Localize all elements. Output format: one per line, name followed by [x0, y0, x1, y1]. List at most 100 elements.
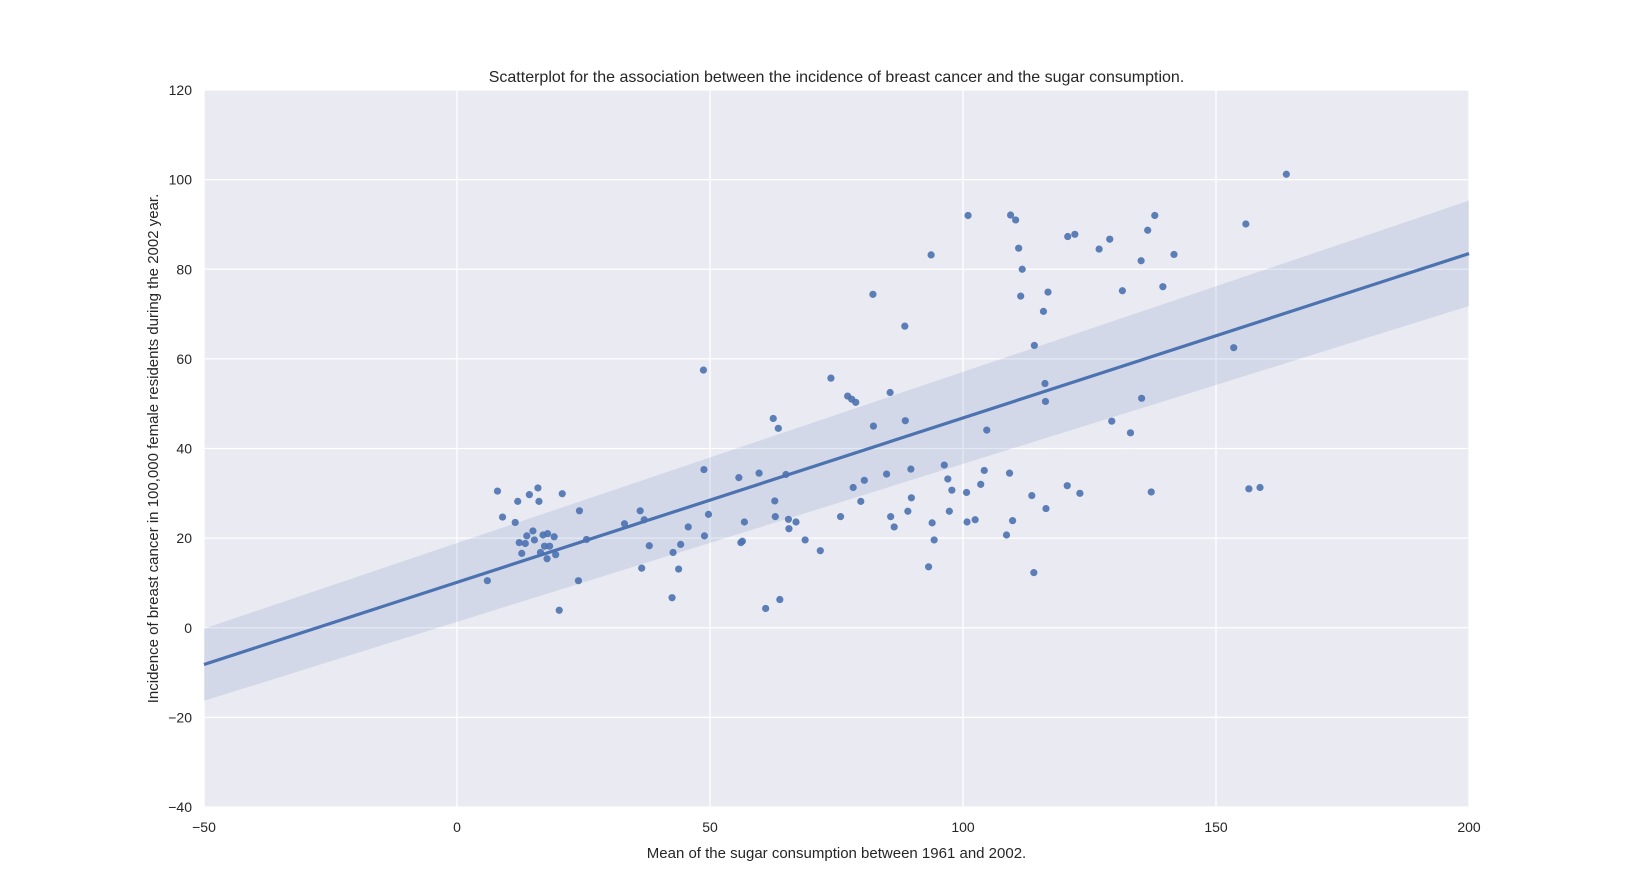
scatter-point — [735, 474, 743, 482]
y-tick-label: −40 — [168, 799, 192, 815]
scatter-point — [529, 527, 537, 535]
x-tick-label: 150 — [1204, 819, 1228, 835]
scatter-point — [762, 604, 770, 613]
scatter-point — [776, 595, 784, 604]
scatter-point — [677, 540, 685, 548]
scatter-point — [827, 374, 835, 382]
scatter-point — [640, 516, 648, 524]
scatter-point — [890, 523, 898, 531]
scatter-point — [887, 513, 895, 521]
scatter-point — [924, 563, 933, 571]
scatter-point — [1076, 489, 1084, 497]
scatter-point — [534, 484, 542, 492]
scatter-point — [555, 606, 563, 614]
scatter-point — [907, 465, 915, 473]
scatter-point — [755, 469, 763, 477]
scatter-point — [980, 466, 988, 475]
scatter-point — [1042, 504, 1050, 513]
scatter-point — [525, 491, 533, 499]
scatter-point — [493, 487, 502, 495]
scatter-point — [901, 417, 909, 425]
scatter-point — [545, 542, 554, 550]
scatter-point — [536, 548, 545, 557]
y-tick-label: 60 — [176, 351, 192, 367]
scatter-point — [1006, 211, 1015, 219]
scatter-point — [904, 507, 912, 515]
scatter-point — [771, 513, 779, 521]
scatter-point — [699, 366, 708, 374]
scatter-point — [1005, 469, 1014, 477]
scatter-point — [1041, 397, 1050, 406]
scatter-point — [638, 564, 646, 572]
scatter-point — [521, 539, 529, 548]
scatter-point — [668, 594, 676, 602]
scatter-point — [882, 470, 891, 478]
scatter-point — [1030, 341, 1038, 350]
scatter-point — [552, 551, 560, 559]
x-tick-label: −50 — [192, 819, 216, 835]
scatter-point — [1230, 344, 1238, 352]
scatter-point — [792, 518, 800, 526]
scatter-point — [1282, 170, 1290, 178]
scatter-point — [945, 507, 953, 515]
y-tick-label: 0 — [184, 620, 192, 636]
scatter-point — [1242, 220, 1250, 228]
scatter-point — [582, 535, 591, 544]
scatter-point — [511, 518, 519, 527]
scatter-point — [1030, 569, 1038, 577]
scatter-point — [963, 518, 971, 526]
scatter-point — [543, 530, 552, 538]
scatter-point — [816, 547, 824, 555]
scatter-point — [1015, 244, 1023, 252]
x-tick-label: 200 — [1457, 819, 1481, 835]
data-points — [483, 170, 1290, 614]
scatter-point — [1144, 226, 1152, 234]
y-axis-ticks: −40 −20 0 20 40 60 80 100 120 — [168, 82, 192, 815]
scatter-point — [1063, 482, 1071, 490]
scatter-point — [535, 497, 543, 505]
scatter-point — [700, 465, 708, 474]
scatter-point — [1147, 488, 1155, 496]
scatter-point — [620, 520, 629, 528]
scatter-point — [1018, 265, 1026, 273]
scatter-point — [740, 518, 749, 526]
scatter-point — [515, 539, 523, 547]
scatter-point — [940, 461, 948, 469]
scatter-point — [1041, 379, 1049, 388]
scatter-point — [930, 536, 938, 544]
scatter-point — [771, 497, 779, 505]
scatter-point — [704, 510, 713, 518]
scatter-point — [782, 470, 790, 479]
scatter-point — [964, 211, 972, 220]
scatter-point — [1039, 307, 1048, 315]
scatter-point — [543, 555, 551, 563]
scatter-point — [645, 542, 653, 550]
chart-title: Scatterplot for the association between … — [489, 69, 1185, 86]
y-tick-label: 20 — [176, 530, 192, 546]
x-axis-ticks: −50 0 50 100 150 200 — [192, 819, 1481, 835]
scatter-point — [1170, 250, 1178, 259]
scatter-point — [1106, 235, 1114, 243]
scatter-point — [1118, 287, 1126, 295]
scatter-point — [675, 565, 683, 573]
x-tick-label: 50 — [702, 819, 718, 835]
y-tick-label: 80 — [176, 261, 192, 277]
scatter-point — [1256, 483, 1264, 492]
scatter-point — [1138, 394, 1146, 402]
grid — [203, 89, 1470, 808]
scatter-point — [483, 577, 491, 585]
scatter-point — [523, 532, 531, 540]
x-tick-label: 100 — [951, 819, 975, 835]
scatter-point — [738, 537, 746, 545]
scatter-point — [927, 251, 935, 259]
scatter-point — [575, 507, 584, 515]
scatter-point — [1159, 283, 1167, 291]
scatter-point — [1151, 211, 1159, 220]
scatter-point — [977, 480, 985, 488]
scatter-point — [857, 497, 865, 505]
scatter-point — [1002, 531, 1011, 539]
scatter-point — [928, 519, 936, 527]
scatter-point — [907, 494, 915, 502]
scatter-point — [944, 475, 952, 483]
y-tick-label: 40 — [176, 441, 192, 457]
